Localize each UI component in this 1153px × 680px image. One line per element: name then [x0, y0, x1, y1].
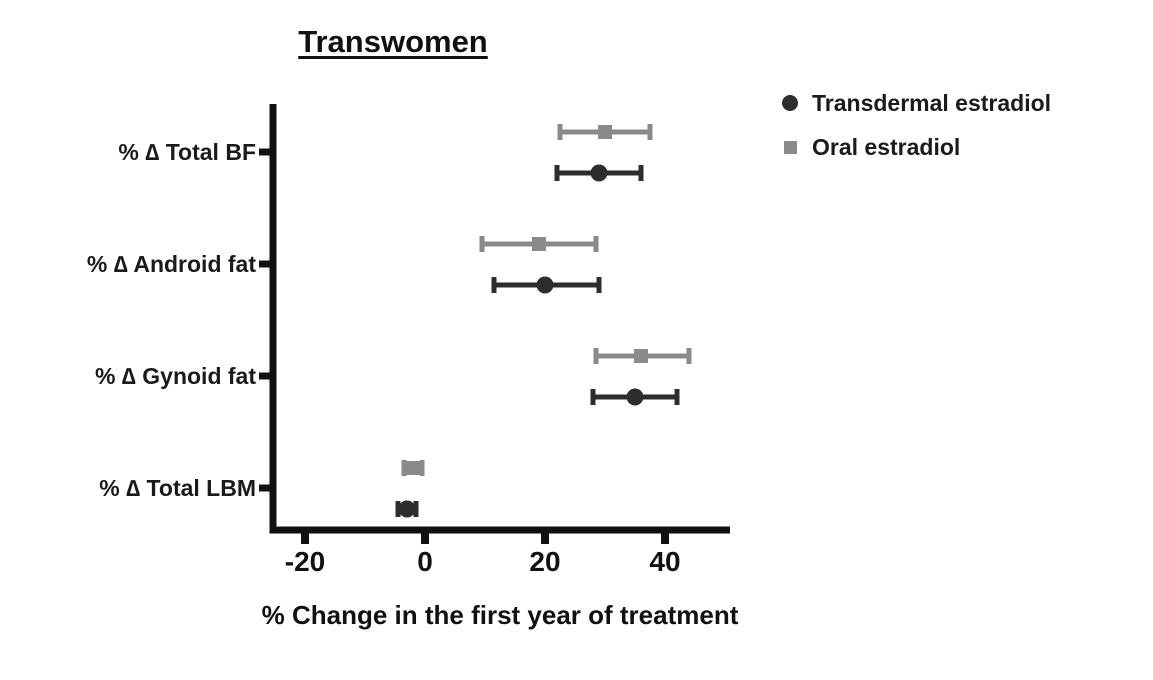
category-label-total-bf: % ∆ Total BF	[118, 139, 256, 165]
legend-item-oral: Oral estradiol	[781, 132, 1051, 162]
data-point-square	[634, 349, 648, 363]
category-label-gynoid-fat: % ∆ Gynoid fat	[94, 363, 256, 389]
legend-marker-box	[781, 140, 799, 154]
square-marker-icon	[783, 140, 797, 154]
data-point-square	[598, 125, 612, 139]
circle-marker-icon	[782, 95, 798, 111]
legend-label-oral: Oral estradiol	[812, 133, 961, 160]
legend-label-transdermal: Transdermal estradiol	[812, 89, 1052, 116]
data-point-circle	[626, 388, 644, 406]
x-tick-label: 20	[529, 546, 560, 577]
data-point-circle	[398, 500, 416, 518]
legend-item-transdermal: Transdermal estradiol	[781, 88, 1051, 118]
chart-title: Transwomen	[298, 24, 488, 59]
data-point-circle	[536, 276, 554, 294]
data-point-square	[406, 461, 420, 475]
category-label-total-lbm: % ∆ Total LBM	[99, 475, 256, 501]
x-tick-label: 0	[417, 546, 433, 577]
category-label-android-fat: % ∆ Android fat	[86, 251, 256, 277]
data-point-square	[532, 237, 546, 251]
x-axis-label: % Change in the first year of treatment	[261, 600, 739, 630]
legend-marker-box	[781, 95, 799, 111]
data-point-circle	[590, 164, 608, 182]
x-tick-label: -20	[285, 546, 325, 577]
legend: Transdermal estradiol Oral estradiol	[781, 88, 1051, 176]
x-tick-label: 40	[649, 546, 680, 577]
